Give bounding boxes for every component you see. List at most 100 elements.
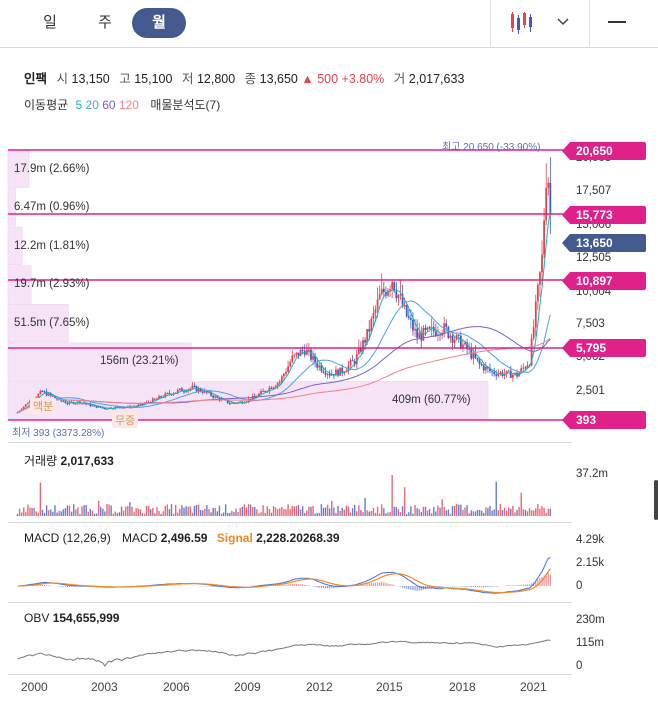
candle-body: [272, 387, 275, 389]
candle-body: [214, 396, 217, 398]
volume-bar: [522, 509, 524, 516]
macd-histogram-bar: [327, 586, 329, 589]
candle-body: [45, 391, 48, 396]
candle-body: [39, 391, 42, 395]
volume-bar: [333, 507, 335, 516]
candle-body: [455, 334, 458, 340]
tab-month[interactable]: 월: [132, 8, 186, 38]
macd-histogram-bar: [68, 586, 71, 587]
candle-body: [547, 182, 550, 188]
macd-histogram-bar: [360, 584, 362, 586]
volume-bar: [520, 492, 522, 516]
volume-bar: [304, 513, 306, 516]
volume-bar: [35, 511, 37, 516]
candle-body: [545, 187, 548, 221]
volume-bar: [460, 504, 462, 516]
volume-bar: [254, 507, 256, 516]
x-tick: 2000: [21, 680, 48, 694]
candle-body: [230, 402, 233, 404]
macd-histogram-bar: [285, 584, 287, 586]
macd-histogram-bar: [254, 585, 256, 586]
tab-week[interactable]: 주: [98, 14, 112, 31]
candle-body: [478, 359, 481, 365]
volume-bar: [410, 506, 412, 516]
candle-body: [291, 355, 294, 363]
bonus-issue-badge[interactable]: 무증: [112, 412, 139, 428]
volume-bar: [177, 512, 179, 516]
macd-histogram-bar: [39, 584, 41, 586]
volume-bar: [256, 509, 258, 516]
candle-body: [164, 393, 167, 398]
volume-bar: [249, 504, 252, 516]
candle-body: [185, 391, 187, 393]
volume-bar: [27, 504, 29, 516]
macd-histogram-bar: [381, 582, 383, 586]
chart-type-selector[interactable]: [490, 0, 590, 48]
volume-bar: [399, 512, 402, 516]
candle-body: [405, 304, 408, 317]
macd-chart[interactable]: [0, 546, 570, 596]
volume-bar: [526, 511, 529, 516]
volume-bar: [358, 505, 360, 516]
candle-body: [299, 349, 302, 357]
macd-panel-label: MACD (12,26,9) MACD 2,496.59 Signal 2,22…: [24, 531, 340, 545]
volume-bar: [451, 506, 454, 516]
candle-body: [264, 390, 267, 392]
volume-bar: [447, 509, 450, 516]
volume-profile-label[interactable]: 매물분석도(7): [150, 98, 221, 112]
split-badge[interactable]: 액분: [30, 398, 57, 414]
candle-body: [87, 403, 90, 405]
volume-bar: [220, 513, 223, 516]
volume-bar: [453, 505, 456, 516]
candle-body: [505, 370, 508, 374]
ma20-label: 20: [85, 98, 99, 112]
price-chart[interactable]: [0, 140, 658, 430]
volume-bar: [458, 504, 460, 516]
volume-bar: [189, 506, 191, 516]
candle-body: [407, 316, 410, 318]
volume-bar: [72, 504, 75, 516]
candle-body: [364, 340, 366, 343]
volume-bar: [514, 512, 516, 516]
ma20-line: [17, 300, 551, 413]
volume-bar: [316, 512, 318, 516]
tab-day[interactable]: 일: [43, 14, 57, 31]
volume-bar: [172, 513, 175, 516]
macd-histogram-bar: [543, 575, 545, 586]
candle-body: [195, 386, 198, 392]
volume-bar: [545, 512, 547, 516]
macd-histogram-bar: [210, 586, 212, 587]
candle-body: [91, 405, 94, 407]
macd-histogram-bar: [314, 586, 316, 587]
obv-chart[interactable]: [0, 626, 570, 676]
x-tick: 2009: [234, 680, 261, 694]
ma-label[interactable]: 이동평균: [24, 98, 69, 112]
macd-histogram-bar: [64, 586, 66, 587]
volume-bar: [37, 512, 40, 516]
scrollbar-thumb[interactable]: [654, 480, 658, 520]
minus-icon[interactable]: [608, 21, 626, 23]
volume-bar: [299, 509, 302, 516]
volume-bar: [353, 504, 356, 516]
chevron-down-icon: [557, 18, 569, 26]
candle-body: [468, 348, 471, 350]
candle-body: [339, 367, 342, 376]
volume-bar: [64, 508, 67, 516]
volume-bar: [106, 504, 108, 516]
volume-bar: [530, 510, 533, 516]
volume-bar: [329, 508, 331, 516]
volume-bar: [114, 511, 117, 516]
macd-histogram-bar: [66, 586, 69, 588]
volume-bar: [487, 507, 489, 516]
macd-histogram-bar: [439, 586, 441, 588]
candle-body: [287, 366, 289, 372]
volume-chart[interactable]: [0, 468, 570, 518]
macd-histogram-bar: [164, 585, 166, 586]
volume-bar: [310, 506, 312, 516]
macd-histogram-bar: [372, 582, 375, 586]
candle-body: [178, 388, 181, 390]
macd-histogram-bar: [277, 585, 279, 586]
volume-bar: [428, 509, 431, 516]
candle-body: [212, 395, 215, 398]
close-label: 종: [244, 72, 257, 86]
